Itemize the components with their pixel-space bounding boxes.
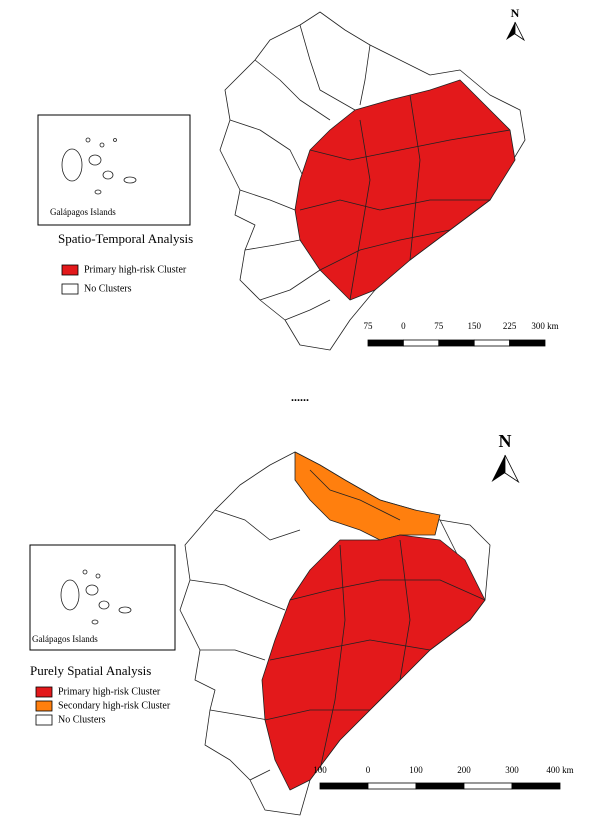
north-arrow bbox=[504, 454, 520, 484]
scale-bar-segment bbox=[402, 339, 440, 347]
panel-title: Spatio-Temporal Analysis bbox=[58, 231, 193, 246]
legend-label: Secondary high-risk Cluster bbox=[58, 700, 171, 711]
secondary-cluster-region bbox=[294, 451, 441, 541]
legend-swatch bbox=[35, 686, 53, 698]
scale-bar-segment bbox=[367, 782, 417, 790]
scale-bar-segment bbox=[463, 782, 513, 790]
north-arrow bbox=[506, 22, 515, 40]
inset-label: Galápagos Islands bbox=[50, 207, 116, 217]
scale-bar-label: 150 bbox=[467, 321, 481, 331]
panel-title: Purely Spatial Analysis bbox=[30, 663, 151, 678]
north-label: N bbox=[499, 431, 512, 451]
inset-box bbox=[29, 544, 176, 651]
scale-bar-label: 300 bbox=[505, 765, 519, 775]
legend-swatch bbox=[61, 264, 79, 276]
separator: ...... bbox=[291, 390, 309, 404]
legend-label: Primary high-risk Cluster bbox=[58, 686, 161, 697]
primary-cluster-region bbox=[261, 534, 486, 791]
legend-swatch bbox=[35, 700, 53, 712]
scale-bar-segment bbox=[415, 782, 465, 790]
district-lines bbox=[229, 24, 371, 321]
scale-bar-label: 300 km bbox=[531, 321, 558, 331]
legend-label: Primary high-risk Cluster bbox=[84, 264, 187, 275]
galapagos-islands bbox=[60, 569, 132, 625]
scale-bar-label: 100 bbox=[409, 765, 423, 775]
scale-bar-label: 225 bbox=[503, 321, 517, 331]
scale-bar-label: 75 bbox=[364, 321, 374, 331]
scale-bar-segment bbox=[509, 339, 546, 347]
scale-bar-segment bbox=[511, 782, 561, 790]
galapagos-islands bbox=[61, 137, 137, 195]
inset-label: Galápagos Islands bbox=[32, 634, 98, 644]
inset-box bbox=[37, 114, 191, 226]
north-arrow bbox=[491, 455, 505, 482]
north-label: N bbox=[511, 6, 520, 20]
legend-swatch bbox=[61, 283, 79, 295]
scale-bar-segment bbox=[438, 339, 475, 347]
scale-bar-label: 0 bbox=[366, 765, 371, 775]
legend-label: No Clusters bbox=[58, 714, 106, 725]
scale-bar-segment bbox=[319, 782, 369, 790]
scale-bar-label: 75 bbox=[434, 321, 444, 331]
scale-bar-segment bbox=[473, 339, 511, 347]
scale-bar-label: 200 bbox=[457, 765, 471, 775]
scale-bar-label: 0 bbox=[401, 321, 406, 331]
district-lines bbox=[264, 469, 486, 771]
scale-bar-label: 100 bbox=[313, 765, 327, 775]
scale-bar-label: 400 km bbox=[546, 765, 573, 775]
district-lines bbox=[299, 94, 511, 301]
legend-label: No Clusters bbox=[84, 283, 132, 294]
scale-bar-segment bbox=[367, 339, 404, 347]
legend-swatch bbox=[35, 714, 53, 726]
north-arrow bbox=[514, 21, 526, 42]
